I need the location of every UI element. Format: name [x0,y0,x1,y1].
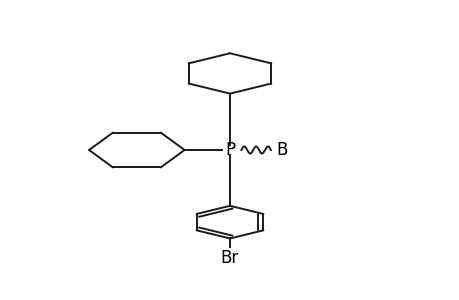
Text: Br: Br [220,249,239,267]
Text: P: P [224,141,235,159]
Text: B: B [276,141,287,159]
